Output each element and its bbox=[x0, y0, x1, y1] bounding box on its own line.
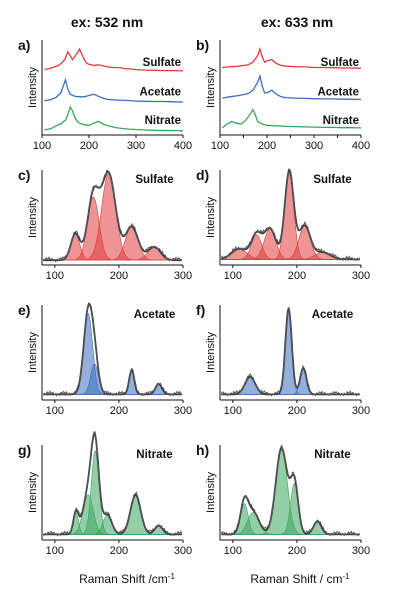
x-tick-label: 100 bbox=[33, 140, 51, 152]
panel-g: 100 200 300 g) Intensity Nitrate bbox=[18, 431, 192, 557]
x-tick-label: 100 bbox=[211, 140, 229, 152]
measured-spectrum bbox=[42, 302, 183, 397]
x-tick-label: 200 bbox=[110, 270, 128, 282]
series-sulfate bbox=[222, 47, 362, 69]
x-tick-label: 300 bbox=[352, 270, 370, 282]
panel-title: Sulfate bbox=[135, 174, 173, 186]
panels-group: 100 200 300 400 a) Intensity Sulfate Acetate Nit… bbox=[18, 37, 370, 557]
panel-label: a) bbox=[18, 37, 30, 53]
x-axis-label-left: Raman Shift /cm-1 bbox=[79, 572, 175, 587]
x-tick-label: 400 bbox=[352, 140, 370, 152]
y-axis-label: Intensity bbox=[205, 472, 217, 513]
x-tick-label: 200 bbox=[110, 405, 128, 417]
series-label: Acetate bbox=[139, 87, 181, 99]
panel-label: f) bbox=[196, 302, 205, 318]
x-tick-label: 300 bbox=[174, 545, 192, 557]
x-tick-label: 200 bbox=[258, 140, 276, 152]
y-axis-label: Intensity bbox=[205, 67, 217, 108]
x-tick-label: 200 bbox=[288, 270, 306, 282]
y-axis-label: Intensity bbox=[27, 67, 39, 108]
x-tick-label: 100 bbox=[46, 545, 64, 557]
panel-label: d) bbox=[196, 167, 209, 183]
y-axis-label: Intensity bbox=[27, 472, 39, 513]
panel-title: Nitrate bbox=[136, 449, 172, 461]
x-tick-label: 300 bbox=[174, 405, 192, 417]
measured-spectrum bbox=[220, 307, 361, 397]
panel-title: Acetate bbox=[312, 309, 354, 321]
x-tick-label: 300 bbox=[305, 140, 323, 152]
panel-h: 100 200 300 h) Intensity Nitrate bbox=[196, 442, 370, 557]
panel-label: c) bbox=[18, 167, 30, 183]
fit-component bbox=[43, 313, 182, 395]
panel-e: 100 200 300 e) Intensity Acetate bbox=[18, 302, 192, 417]
x-tick-label: 300 bbox=[352, 545, 370, 557]
series-label: Nitrate bbox=[323, 115, 359, 127]
series-nitrate bbox=[221, 108, 362, 129]
measured-spectrum bbox=[42, 169, 183, 263]
y-axis-label: Intensity bbox=[205, 197, 217, 238]
series-label: Nitrate bbox=[145, 115, 181, 127]
series-acetate bbox=[222, 73, 362, 101]
x-tick-label: 100 bbox=[46, 405, 64, 417]
panel-label: h) bbox=[196, 442, 209, 458]
panel-c: 100 200 300 c) Intensity Sulfate bbox=[18, 167, 192, 282]
y-axis-label: Intensity bbox=[27, 197, 39, 238]
x-axis-label-right: Raman Shift / cm-1 bbox=[250, 572, 350, 587]
panel-label: g) bbox=[18, 442, 31, 458]
x-tick-label: 400 bbox=[174, 140, 192, 152]
panel-title: Acetate bbox=[134, 309, 176, 321]
column-header-532: ex: 532 nm bbox=[71, 14, 143, 30]
panel-b: 100 200 300 400 b) Intensity Sulfate Acetate Nit… bbox=[196, 37, 370, 152]
x-tick-label: 300 bbox=[352, 405, 370, 417]
column-header-633: ex: 633 nm bbox=[261, 14, 333, 30]
series-label: Acetate bbox=[317, 87, 359, 99]
panel-a: 100 200 300 400 a) Intensity Sulfate Acetate Nit… bbox=[18, 37, 192, 152]
x-tick-label: 200 bbox=[110, 545, 128, 557]
x-tick-label: 100 bbox=[224, 270, 242, 282]
series-sulfate bbox=[44, 47, 184, 72]
x-tick-label: 200 bbox=[288, 545, 306, 557]
measured-spectrum bbox=[221, 168, 361, 262]
x-tick-label: 100 bbox=[224, 545, 242, 557]
panel-f: 100 200 300 f) Intensity Acetate bbox=[196, 302, 370, 417]
x-tick-label: 200 bbox=[288, 405, 306, 417]
panel-title: Sulfate bbox=[313, 174, 351, 186]
fit-component bbox=[43, 449, 182, 535]
measured-spectrum bbox=[43, 431, 183, 537]
panel-d: 100 200 300 d) Intensity Sulfate bbox=[196, 167, 370, 282]
y-axis-label: Intensity bbox=[27, 332, 39, 373]
x-tick-label: 200 bbox=[80, 140, 98, 152]
series-label: Sulfate bbox=[143, 57, 181, 69]
panel-label: b) bbox=[196, 37, 209, 53]
y-axis-label: Intensity bbox=[205, 332, 217, 373]
x-tick-label: 300 bbox=[174, 270, 192, 282]
x-tick-label: 300 bbox=[127, 140, 145, 152]
series-label: Sulfate bbox=[321, 57, 359, 69]
measured-spectrum bbox=[220, 443, 360, 537]
panel-title: Nitrate bbox=[314, 449, 350, 461]
series-acetate bbox=[44, 77, 184, 103]
series-nitrate bbox=[44, 105, 184, 132]
x-tick-label: 100 bbox=[224, 405, 242, 417]
x-tick-label: 100 bbox=[46, 270, 64, 282]
panel-label: e) bbox=[18, 302, 30, 318]
